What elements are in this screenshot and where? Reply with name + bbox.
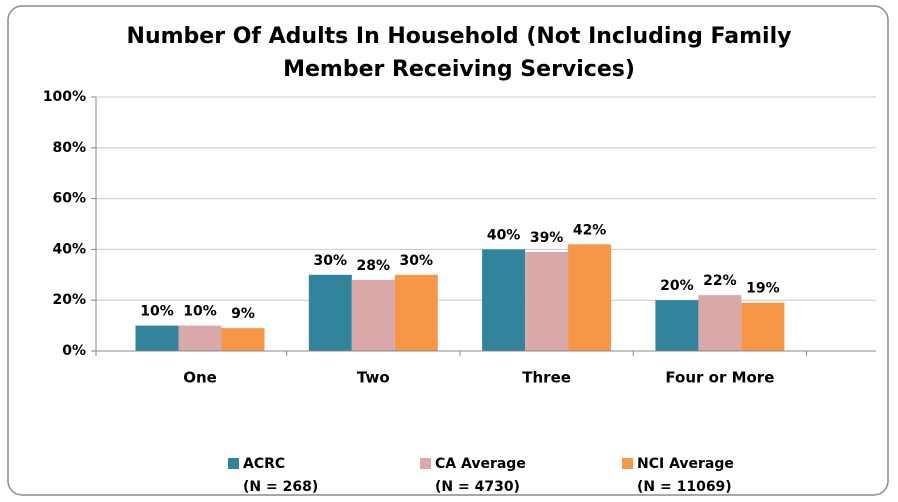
value-label: 22% bbox=[703, 273, 737, 289]
bar bbox=[308, 274, 352, 351]
x-tick-label: Four or More bbox=[665, 369, 774, 387]
value-label: 9% bbox=[231, 306, 255, 322]
bar bbox=[698, 295, 742, 351]
legend-note: (N = 268) bbox=[243, 479, 318, 495]
value-label: 30% bbox=[314, 253, 348, 269]
legend-label: NCI Average bbox=[637, 456, 734, 472]
legend-label: ACRC bbox=[243, 456, 285, 472]
value-label: 39% bbox=[530, 230, 564, 246]
chart-frame bbox=[7, 5, 889, 496]
bar bbox=[351, 279, 395, 351]
value-label: 20% bbox=[660, 278, 694, 294]
bar bbox=[135, 325, 179, 351]
value-label: 40% bbox=[487, 227, 521, 243]
value-label: 30% bbox=[400, 253, 434, 269]
legend-note: (N = 4730) bbox=[435, 479, 520, 495]
legend-swatch bbox=[622, 458, 633, 469]
legend-label: CA Average bbox=[435, 456, 526, 472]
bar bbox=[525, 251, 569, 351]
chart-title: Member Receiving Services) bbox=[283, 57, 635, 82]
value-label: 10% bbox=[183, 304, 217, 320]
y-tick-label: 40% bbox=[52, 241, 86, 257]
y-tick-label: 60% bbox=[52, 191, 86, 207]
value-label: 19% bbox=[746, 281, 780, 297]
value-label: 10% bbox=[140, 304, 174, 320]
x-tick-label: Two bbox=[357, 369, 390, 387]
x-tick-label: Three bbox=[522, 369, 571, 387]
value-label: 42% bbox=[573, 222, 607, 238]
chart-title: Number Of Adults In Household (Not Inclu… bbox=[127, 24, 792, 49]
legend-swatch bbox=[420, 458, 431, 469]
bar bbox=[741, 302, 785, 351]
bar bbox=[178, 325, 222, 351]
bar bbox=[221, 328, 265, 351]
value-label: 28% bbox=[357, 258, 391, 274]
bar bbox=[394, 274, 438, 351]
y-tick-label: 20% bbox=[52, 292, 86, 308]
legend-swatch bbox=[228, 458, 239, 469]
bar bbox=[568, 244, 612, 351]
legend-note: (N = 11069) bbox=[637, 479, 732, 495]
y-tick-label: 100% bbox=[43, 89, 86, 105]
bar bbox=[655, 300, 699, 351]
y-tick-label: 80% bbox=[52, 140, 86, 156]
y-tick-label: 0% bbox=[62, 343, 86, 359]
x-tick-label: One bbox=[183, 369, 217, 387]
bar bbox=[482, 249, 526, 351]
